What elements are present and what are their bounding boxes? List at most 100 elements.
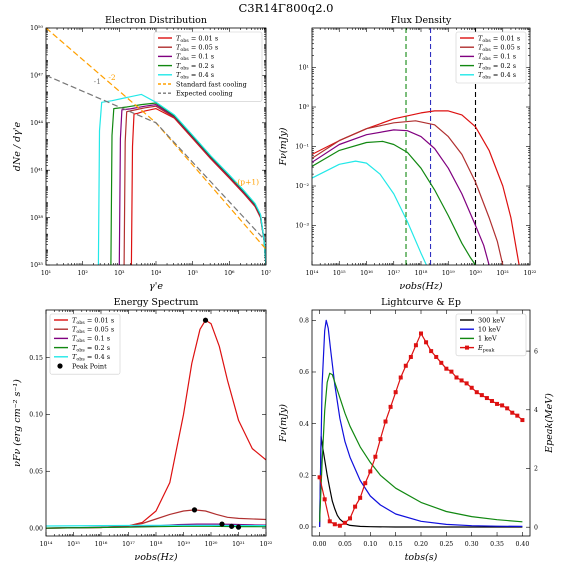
y-tick-label: 10⁰: [299, 104, 310, 111]
data-point: [403, 363, 408, 368]
legend-label: Tobs = 0.01 s: [478, 34, 520, 44]
data-point: [489, 398, 494, 403]
y-tick-label: 10⁻²: [295, 183, 309, 190]
x-tick-label: 0.00: [313, 541, 327, 548]
y-tick-label: 10⁴⁴: [30, 120, 43, 127]
y-tick-label: 10⁻³: [295, 223, 309, 230]
y-tick-label: 10³⁵: [30, 262, 43, 269]
y-tick-label: 0.0: [299, 524, 309, 531]
data-point: [388, 404, 393, 409]
plot-frame: [45, 27, 267, 266]
x-tick-label: 0.20: [414, 541, 428, 548]
y-tick-label: 0.00: [29, 525, 43, 532]
y-tick-label: 0.6: [299, 369, 309, 376]
plot-frame: [311, 309, 531, 537]
legend-label: Tobs = 0.2 s: [72, 344, 110, 354]
peak-point: [219, 521, 225, 527]
x-tick-label: 10³: [114, 270, 125, 277]
data-point: [459, 378, 464, 383]
data-point: [322, 497, 327, 502]
annotation: -(p+1): [235, 177, 259, 186]
data-point: [383, 419, 388, 424]
y2-tick-label: 0: [534, 524, 538, 531]
data-point: [353, 504, 358, 509]
y-tick-label: 0.8: [299, 318, 309, 325]
y-tick-label: 10⁴¹: [30, 167, 43, 174]
x-tick-label: 10¹⁶: [95, 541, 108, 548]
data-point: [413, 343, 418, 348]
y-tick-label: 10⁴⁷: [30, 73, 43, 80]
data-point: [505, 406, 510, 411]
x-tick-label: 10¹⁴: [40, 541, 53, 548]
series-line: [130, 107, 266, 265]
legend-label: 1 keV: [478, 335, 497, 343]
legend-label: Tobs = 0.4 s: [478, 71, 516, 81]
x-tick-label: 0.30: [465, 541, 479, 548]
y-axis-label: Fν(mJy): [278, 127, 289, 166]
x-tick-label: 10¹: [41, 270, 51, 277]
series-line: [312, 129, 490, 265]
x-tick-label: 10¹⁷: [122, 541, 135, 548]
chart-title: Lightcurve & Ep: [381, 297, 461, 308]
data-point: [368, 469, 373, 474]
flux-chart: Flux Density 10¹⁴ 10¹⁵ 10¹⁶ 10¹⁷ 10¹⁸ 10¹⁹ 10²⁰…: [278, 15, 537, 292]
y-tick-label: 0.4: [299, 421, 309, 428]
data-point: [515, 413, 520, 418]
y-axis-label: Fν(mJy): [278, 404, 289, 443]
x-tick-label: 10¹⁸: [150, 541, 163, 548]
x-tick-label: 10⁴: [151, 270, 162, 277]
series-line: [319, 332, 523, 527]
x-tick-label: 0.35: [490, 541, 504, 548]
series-line: [319, 372, 523, 523]
x-tick-label: 10²⁰: [205, 541, 218, 548]
y-tick-label: 0.10: [29, 412, 43, 419]
series-line: [312, 160, 427, 265]
data-point: [449, 369, 454, 374]
x-tick-label: 10¹⁵: [67, 541, 80, 548]
series-line: [319, 319, 523, 528]
x-tick-label: 10⁷: [261, 270, 272, 277]
chart-title: Flux Density: [391, 15, 452, 26]
legend-label: Tobs = 0.2 s: [176, 62, 214, 72]
legend-label: Standard fast cooling: [176, 80, 247, 88]
x-tick-label: 0.15: [389, 541, 403, 548]
legend-label: Tobs = 0.1 s: [478, 53, 516, 63]
x-tick-label: 10¹⁹: [442, 270, 455, 277]
x-tick-label: 10¹⁵: [333, 270, 346, 277]
legend-label: Tobs = 0.1 s: [72, 335, 110, 345]
x-tick-label: 10¹⁹: [177, 541, 190, 548]
data-point: [464, 381, 469, 386]
data-point: [342, 520, 347, 525]
legend-label: Epeak: [477, 344, 495, 354]
data-point: [373, 454, 378, 459]
y2-tick-label: 6: [534, 348, 538, 355]
data-point: [434, 354, 439, 359]
legend-label: 10 keV: [478, 326, 501, 334]
data-point: [510, 410, 515, 415]
data-point: [479, 393, 484, 398]
data-point: [495, 401, 500, 406]
legend-label: Tobs = 0.01 s: [72, 316, 114, 326]
annotation: -2: [108, 73, 116, 82]
peak-point: [235, 524, 242, 530]
x-axis-label: νobs(Hz): [399, 281, 442, 292]
lightcurve-chart: Lightcurve & Ep0.00 0.05 0.10 0.15 0.20 0.25 0…: [278, 297, 555, 563]
x-tick-label: 0.25: [439, 541, 453, 548]
y-tick-label: 10⁻¹: [295, 144, 309, 151]
legend-label: Peak Point: [72, 362, 107, 370]
x-tick-label: 10²¹: [496, 270, 509, 277]
data-point: [444, 366, 449, 371]
data-point: [419, 331, 423, 336]
data-point: [348, 516, 353, 521]
data-point: [327, 519, 332, 524]
data-point: [520, 418, 525, 423]
plot-frame: [311, 27, 531, 266]
y-tick-label: 0.05: [29, 468, 43, 475]
legend-label: Expected cooling: [176, 90, 233, 98]
data-point: [317, 475, 322, 480]
x-tick-label: 10²¹: [232, 541, 245, 548]
